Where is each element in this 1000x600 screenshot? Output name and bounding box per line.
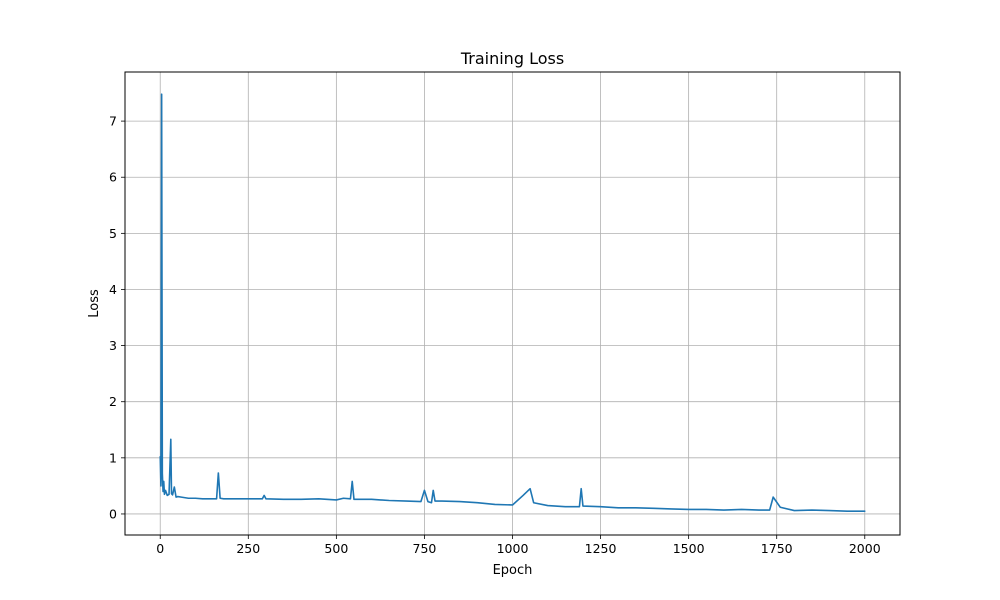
y-tick-label: 1: [109, 450, 117, 465]
y-tick-label: 6: [109, 170, 117, 185]
y-tick-label: 4: [109, 282, 117, 297]
x-tick-label: 500: [324, 541, 348, 556]
grid: [125, 72, 900, 535]
y-tick-label: 5: [109, 226, 117, 241]
x-tick-label: 1750: [761, 541, 793, 556]
series-layer: [159, 93, 866, 512]
x-axis-label: Epoch: [493, 563, 533, 578]
chart-title: Training Loss: [460, 49, 564, 68]
x-tick-label: 750: [413, 541, 437, 556]
x-tick-label: 0: [156, 541, 164, 556]
y-axis-label: Loss: [87, 289, 102, 318]
y-tick-label: 2: [109, 394, 117, 409]
x-tick-label: 1250: [585, 541, 617, 556]
x-tick-label: 1500: [673, 541, 705, 556]
x-tick-label: 250: [236, 541, 260, 556]
y-tick-label: 7: [109, 114, 117, 129]
y-tick-label: 3: [109, 338, 117, 353]
x-tick-label: 1000: [497, 541, 529, 556]
x-tick-label: 2000: [849, 541, 881, 556]
loss-series-line: [159, 93, 866, 512]
y-tick-label: 0: [109, 506, 117, 521]
ticks: 0 250 500 750 1000 1250 1500 1750 2000 0 1 2 3 4 5 6 7: [109, 114, 881, 556]
